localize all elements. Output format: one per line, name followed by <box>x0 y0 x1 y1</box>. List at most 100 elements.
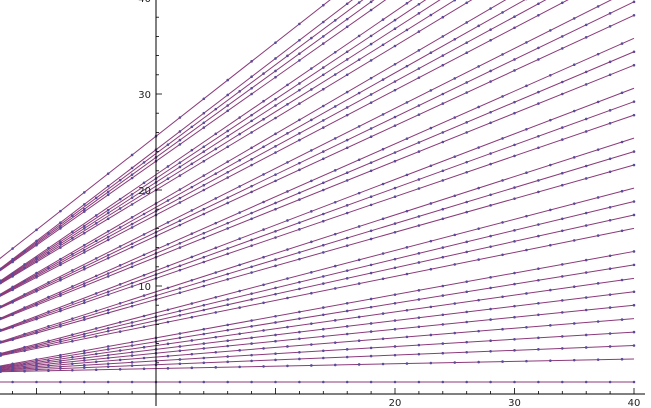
data-point <box>513 100 516 104</box>
data-point <box>322 35 325 38</box>
data-point <box>274 179 277 183</box>
data-point <box>190 255 194 259</box>
data-point <box>178 332 182 335</box>
data-point <box>59 353 62 357</box>
data-point <box>584 70 588 74</box>
data-point <box>572 358 576 362</box>
data-point <box>59 261 62 265</box>
data-point <box>369 161 373 164</box>
data-point <box>214 350 218 354</box>
data-point <box>83 251 86 254</box>
data-point <box>561 275 564 278</box>
data-point <box>118 283 122 286</box>
data-point <box>11 257 14 261</box>
data-point <box>369 59 373 62</box>
data-point <box>537 2 540 6</box>
series-line <box>0 304 635 370</box>
data-point <box>608 218 612 222</box>
data-point <box>417 2 421 6</box>
data-point <box>83 366 86 369</box>
data-point <box>262 329 265 332</box>
data-point <box>238 306 241 309</box>
data-point <box>226 252 229 256</box>
data-point <box>226 221 229 225</box>
data-point <box>381 277 385 281</box>
data-point <box>190 315 194 319</box>
data-point <box>130 262 134 265</box>
data-point <box>393 380 397 384</box>
data-point <box>47 325 50 328</box>
data-point <box>35 330 38 333</box>
data-point <box>501 295 504 299</box>
data-point <box>83 299 86 302</box>
data-point <box>59 359 62 363</box>
data-point <box>106 235 110 239</box>
data-point <box>417 252 421 255</box>
data-point <box>262 173 265 176</box>
series-line <box>0 137 635 343</box>
data-point <box>417 352 421 356</box>
data-point <box>441 54 445 57</box>
data-point <box>94 214 98 217</box>
data-point <box>274 75 277 79</box>
series-line <box>0 0 353 270</box>
data-point <box>226 78 229 82</box>
data-point <box>608 60 612 64</box>
data-point <box>369 263 373 267</box>
data-point <box>417 67 421 70</box>
data-point <box>35 380 38 384</box>
data-point <box>572 109 576 113</box>
data-point <box>429 126 433 130</box>
data-point <box>178 143 182 146</box>
data-point <box>250 359 253 363</box>
data-point <box>142 356 146 360</box>
series-line <box>0 214 635 356</box>
data-point <box>489 121 492 125</box>
data-point <box>178 174 182 177</box>
data-point <box>357 315 361 319</box>
data-point <box>23 306 26 309</box>
data-point <box>453 37 457 41</box>
data-point <box>322 73 325 77</box>
data-point <box>35 366 38 370</box>
data-point <box>405 1 409 5</box>
data-point <box>584 211 588 215</box>
data-point <box>202 121 206 125</box>
data-point <box>417 380 421 384</box>
data-point <box>59 307 62 311</box>
data-point <box>501 179 504 182</box>
data-point <box>23 366 26 369</box>
data-point <box>477 258 480 261</box>
data-point <box>405 173 409 177</box>
data-point <box>489 380 492 384</box>
data-point <box>23 349 26 353</box>
data-point <box>178 336 182 340</box>
data-point <box>489 307 492 311</box>
data-point <box>441 294 445 297</box>
data-point <box>381 217 385 221</box>
data-point <box>202 174 206 177</box>
data-point <box>429 305 433 309</box>
data-point <box>441 63 445 67</box>
data-point <box>106 229 110 233</box>
data-point <box>47 232 50 235</box>
data-point <box>298 198 301 201</box>
data-point <box>142 192 146 195</box>
series-line <box>0 264 635 368</box>
data-point <box>59 380 62 384</box>
data-point <box>178 201 182 204</box>
series-line <box>0 318 635 371</box>
data-point <box>561 311 564 314</box>
data-point <box>178 223 182 227</box>
data-point <box>298 52 301 55</box>
data-point <box>608 380 612 384</box>
data-point <box>393 186 397 190</box>
data-point <box>381 182 385 186</box>
data-point <box>357 225 361 228</box>
data-point <box>250 271 253 274</box>
data-point <box>561 138 564 141</box>
data-point <box>250 60 253 63</box>
data-point <box>501 137 504 140</box>
data-point <box>333 264 337 268</box>
data-point <box>298 228 301 231</box>
